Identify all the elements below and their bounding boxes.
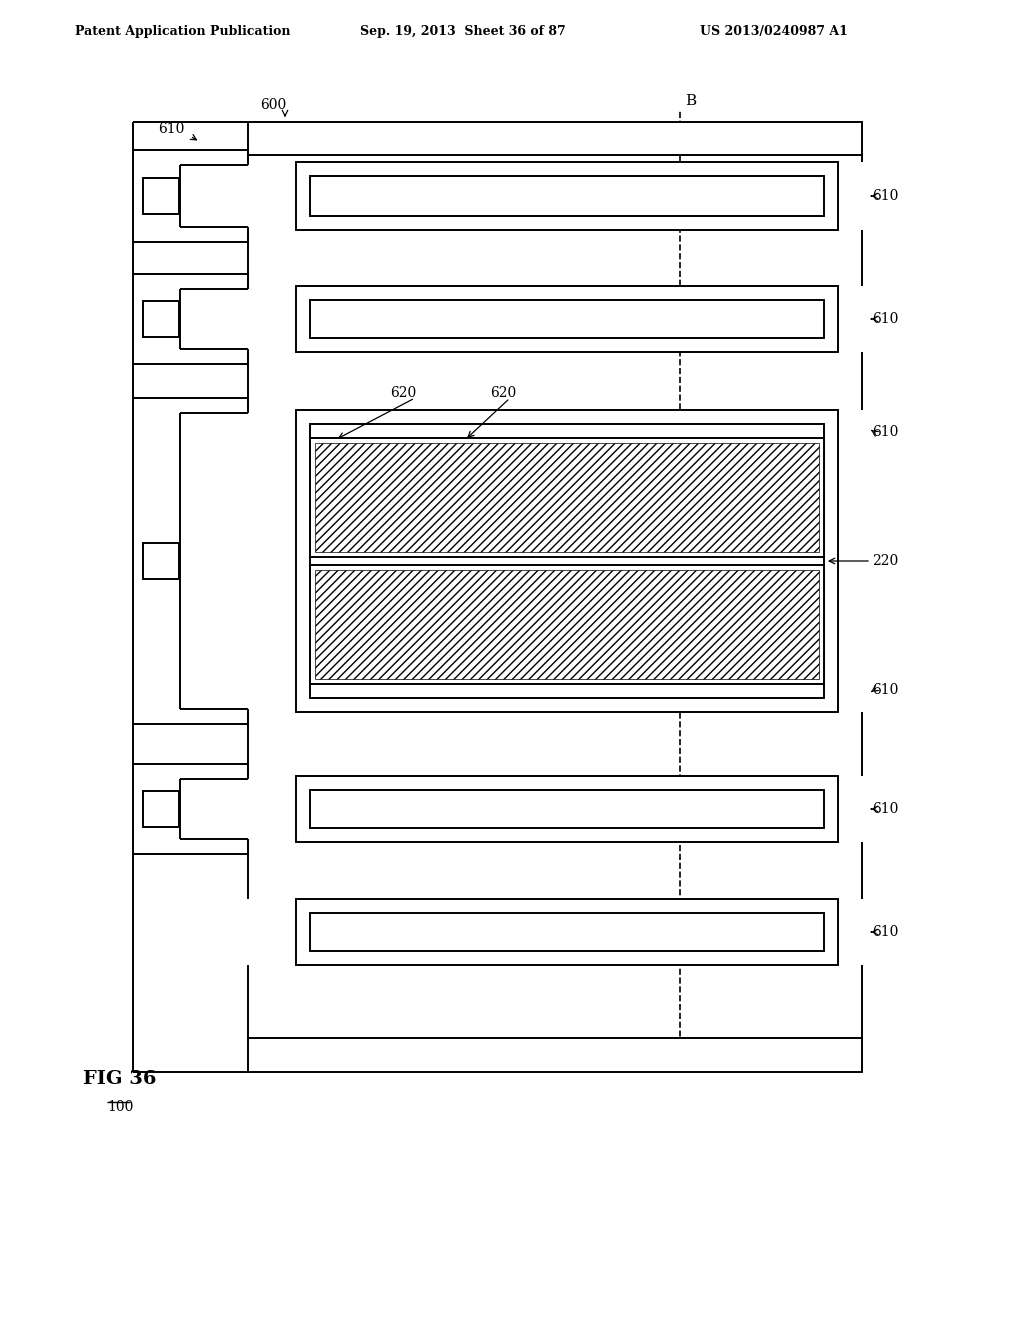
- Text: Patent Application Publication: Patent Application Publication: [75, 25, 291, 38]
- Text: 620: 620: [490, 385, 516, 400]
- Bar: [310, 913, 824, 950]
- Bar: [296, 899, 838, 965]
- Bar: [248, 1038, 862, 1072]
- Text: 610: 610: [872, 925, 898, 939]
- Text: 620: 620: [390, 385, 416, 400]
- Bar: [296, 776, 838, 842]
- Text: Sep. 19, 2013  Sheet 36 of 87: Sep. 19, 2013 Sheet 36 of 87: [360, 25, 565, 38]
- Bar: [310, 300, 824, 338]
- Text: 610: 610: [158, 121, 184, 136]
- Bar: [143, 301, 179, 337]
- Bar: [310, 438, 824, 557]
- Text: US 2013/0240987 A1: US 2013/0240987 A1: [700, 25, 848, 38]
- Bar: [143, 791, 179, 828]
- Bar: [143, 178, 179, 214]
- Bar: [310, 789, 824, 828]
- Text: 610: 610: [872, 803, 898, 816]
- Text: FIG 36: FIG 36: [83, 1071, 157, 1088]
- Text: 220: 220: [872, 554, 898, 568]
- Bar: [310, 424, 824, 698]
- Text: 610: 610: [872, 189, 898, 203]
- Text: 100: 100: [106, 1100, 133, 1114]
- Bar: [143, 543, 179, 579]
- Text: 600: 600: [260, 98, 287, 112]
- Bar: [315, 570, 819, 678]
- Bar: [248, 121, 862, 154]
- Bar: [296, 162, 838, 230]
- Bar: [315, 444, 819, 552]
- Bar: [296, 286, 838, 352]
- Text: 610: 610: [872, 312, 898, 326]
- Text: B: B: [685, 94, 696, 108]
- Bar: [310, 565, 824, 684]
- Bar: [296, 411, 838, 711]
- Bar: [310, 176, 824, 216]
- Text: 610: 610: [872, 682, 898, 697]
- Text: 610: 610: [872, 425, 898, 440]
